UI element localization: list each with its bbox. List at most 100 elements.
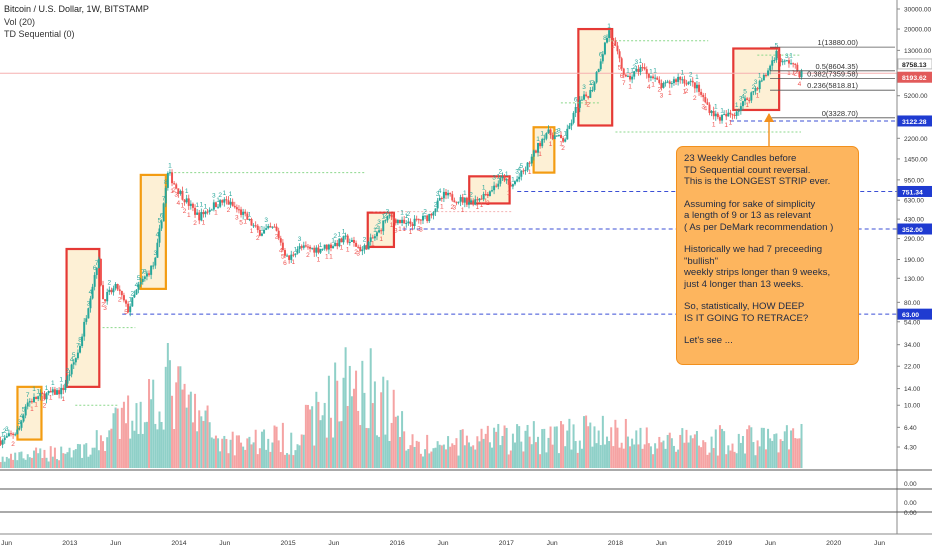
td-count: 8 bbox=[164, 179, 168, 186]
volume-bar bbox=[465, 435, 468, 468]
annotation-paragraph: Let's see ... bbox=[684, 335, 733, 346]
candle-body bbox=[254, 225, 257, 227]
volume-bar bbox=[281, 422, 284, 468]
volume-bar bbox=[733, 451, 736, 468]
volume-bar bbox=[614, 419, 617, 468]
candle-body bbox=[626, 75, 629, 77]
candle-body bbox=[654, 77, 657, 79]
volume-bar bbox=[378, 436, 381, 468]
td-count: 4 bbox=[704, 105, 708, 112]
td-count: 1 bbox=[538, 151, 542, 158]
time-tick-label: 2018 bbox=[608, 540, 623, 547]
td-count: 1 bbox=[346, 247, 350, 254]
candle-body bbox=[116, 284, 119, 290]
candle-body bbox=[695, 84, 698, 89]
candle-body bbox=[332, 246, 335, 249]
candle-body bbox=[235, 207, 238, 210]
candle-body bbox=[610, 30, 613, 39]
price-tick-label: 630.00 bbox=[904, 198, 924, 205]
indicator-legend[interactable]: TD Sequential (0) bbox=[4, 29, 75, 39]
candle-body bbox=[327, 244, 330, 250]
candle-body bbox=[304, 245, 307, 247]
td-count: 8 bbox=[603, 35, 607, 42]
candle-body bbox=[258, 229, 261, 236]
candle-body bbox=[311, 247, 314, 249]
td-count: 2 bbox=[793, 71, 797, 78]
highlight-box-8 bbox=[732, 47, 781, 112]
volume-bar bbox=[290, 432, 293, 468]
td-count: 6 bbox=[93, 265, 97, 272]
price-tick-label: 13000.00 bbox=[904, 48, 931, 55]
td-count: 1 bbox=[340, 244, 344, 251]
volume-bar bbox=[191, 422, 194, 468]
td-count: 1 bbox=[36, 389, 40, 396]
candle-body bbox=[122, 295, 125, 301]
annotation-paragraph: Assuming for sake of simplicity a length… bbox=[684, 198, 834, 233]
td-count: 3 bbox=[87, 301, 91, 308]
volume-bar bbox=[398, 437, 401, 468]
volume-bar bbox=[139, 401, 142, 468]
td-count: 1 bbox=[639, 58, 643, 65]
volume-bar bbox=[497, 423, 500, 468]
candle-body bbox=[125, 300, 128, 304]
volume-bar bbox=[296, 444, 299, 468]
candle-body bbox=[771, 60, 774, 66]
candle-body bbox=[514, 181, 517, 185]
volume-bar bbox=[528, 436, 531, 468]
candle-body bbox=[22, 415, 25, 422]
volume-bar bbox=[181, 389, 184, 468]
candle-body bbox=[173, 183, 176, 185]
annotation-callout[interactable]: 23 Weekly Candles before TD Sequential c… bbox=[676, 146, 859, 365]
td-count: 3 bbox=[492, 175, 496, 182]
candle-body bbox=[478, 198, 481, 201]
volume-bar bbox=[348, 365, 351, 468]
candle-body bbox=[363, 245, 366, 250]
volume-bar bbox=[380, 392, 383, 468]
td-count: 2 bbox=[11, 441, 15, 448]
price-tick-label: 950.00 bbox=[904, 177, 924, 184]
fib-label-3: 0.236(5818.81) bbox=[807, 81, 858, 90]
candle-body bbox=[294, 253, 297, 256]
volume-bar bbox=[237, 435, 240, 468]
candle-body bbox=[348, 241, 351, 243]
volume-legend[interactable]: Vol (20) bbox=[4, 16, 36, 27]
symbol-title[interactable]: Bitcoin / U.S. Dollar, 1W, BITSTAMP bbox=[4, 4, 149, 14]
volume-bar bbox=[311, 406, 314, 468]
volume-bar bbox=[137, 433, 140, 468]
candle-body bbox=[790, 63, 793, 65]
volume-bar bbox=[179, 366, 182, 468]
volume-bar bbox=[81, 457, 84, 468]
volume-bar bbox=[756, 440, 759, 468]
volume-bar bbox=[114, 407, 117, 468]
candle-body bbox=[520, 170, 523, 177]
candle-body bbox=[537, 142, 540, 153]
volume-bar bbox=[421, 456, 424, 468]
candle-body bbox=[712, 110, 715, 117]
volume-bar bbox=[313, 445, 316, 468]
candle-body bbox=[58, 390, 61, 395]
volume-bar bbox=[608, 441, 611, 468]
volume-bar bbox=[754, 455, 757, 468]
volume-bar bbox=[37, 453, 40, 468]
volume-bar bbox=[252, 442, 255, 468]
td-count: 8 bbox=[78, 337, 82, 344]
candle-body bbox=[298, 246, 301, 250]
candle-body bbox=[252, 225, 255, 227]
candle-body bbox=[265, 228, 268, 230]
volume-bar bbox=[319, 420, 322, 468]
candle-body bbox=[231, 201, 234, 206]
candle-body bbox=[530, 156, 533, 164]
candle-body bbox=[731, 114, 734, 116]
volume-bar bbox=[286, 453, 289, 468]
candle-body bbox=[779, 58, 782, 63]
candle-body bbox=[551, 135, 554, 140]
td-count: 1 bbox=[787, 70, 791, 77]
volume-bar bbox=[273, 425, 276, 468]
td-count: 2 bbox=[586, 102, 590, 109]
volume-bar bbox=[87, 456, 90, 468]
candle-body bbox=[578, 99, 581, 108]
volume-bar bbox=[555, 426, 558, 468]
volume-bar bbox=[478, 441, 481, 468]
td-count: 2 bbox=[101, 302, 105, 309]
